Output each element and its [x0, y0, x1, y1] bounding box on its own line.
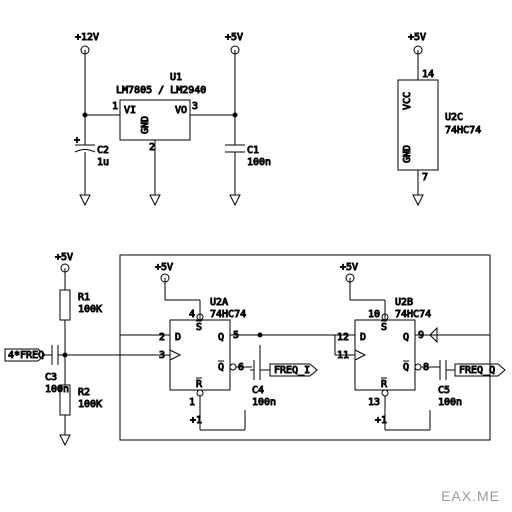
c2-ref: C2	[97, 145, 109, 156]
svg-text:4: 4	[189, 309, 195, 320]
u2c-part: 74HC74	[445, 125, 481, 136]
watermark: EAX.ME	[441, 488, 500, 504]
c5-ref: C5	[438, 385, 450, 396]
r2-ref: R2	[78, 387, 90, 398]
u1-vi: VI	[124, 105, 136, 116]
svg-text:R: R	[196, 379, 203, 390]
u1-gnd: GND	[140, 116, 151, 134]
svg-text:Q: Q	[403, 362, 409, 373]
u2c-vcc: VCC	[402, 92, 413, 110]
label-5v-1: +5V	[225, 32, 243, 43]
u2c-ref: U2C	[445, 112, 463, 123]
c1-ref: C1	[247, 145, 259, 156]
port-i: FREQ_I	[274, 365, 310, 376]
c5-val: 100n	[438, 397, 462, 408]
svg-text:D: D	[175, 332, 181, 343]
u1-vo: VO	[175, 105, 187, 116]
svg-text:+: +	[74, 135, 80, 146]
c3-val: 100n	[45, 384, 69, 395]
svg-text:S: S	[381, 322, 387, 333]
r1-ref: R1	[78, 292, 90, 303]
svg-text:11: 11	[337, 350, 349, 361]
label-5v-2: +5V	[408, 32, 426, 43]
svg-text:10: 10	[368, 309, 380, 320]
svg-text:1: 1	[189, 397, 195, 408]
u2a-part: 74HC74	[210, 309, 246, 320]
u2c-p7: 7	[422, 172, 428, 183]
u1-p2: 2	[149, 142, 155, 153]
schematic: +12V U1 LM7805 / LM2940 VI VO GND 1 2 3 …	[0, 0, 512, 512]
svg-text:12: 12	[337, 332, 349, 343]
u2b-part: 74HC74	[395, 309, 431, 320]
label-5v-5: +5V	[340, 262, 358, 273]
u2b-ref: U2B	[395, 297, 413, 308]
svg-text:R: R	[381, 379, 388, 390]
svg-text:13: 13	[368, 397, 380, 408]
c1-val: 100n	[247, 157, 271, 168]
c4-val: 100n	[252, 397, 276, 408]
c4-ref: C4	[252, 385, 264, 396]
svg-text:D: D	[360, 332, 366, 343]
label-12v: +12V	[75, 32, 99, 43]
r2-val: 100K	[78, 399, 102, 410]
c2-val: 1u	[97, 157, 109, 168]
label-5v-4: +5V	[155, 262, 173, 273]
u2c-p14: 14	[422, 69, 434, 80]
svg-text:S: S	[196, 322, 202, 333]
u1-ref: U1	[170, 72, 182, 83]
svg-text:2: 2	[159, 332, 165, 343]
port-in: 4*FREQ	[8, 350, 44, 361]
u1-p3: 3	[192, 101, 198, 112]
u2a-ref: U2A	[210, 297, 228, 308]
svg-text:Q: Q	[218, 332, 224, 343]
svg-text:3: 3	[159, 350, 165, 361]
label-5v-3: +5V	[55, 252, 73, 263]
svg-text:Q: Q	[218, 362, 224, 373]
u1-part: LM7805 / LM2940	[116, 85, 206, 96]
r1-val: 100K	[78, 304, 102, 315]
port-q: FREQ_Q	[459, 365, 495, 376]
u1-p1: 1	[112, 101, 118, 112]
c3-ref: C3	[45, 372, 57, 383]
svg-text:Q: Q	[403, 332, 409, 343]
u2c-gnd: GND	[402, 145, 413, 163]
